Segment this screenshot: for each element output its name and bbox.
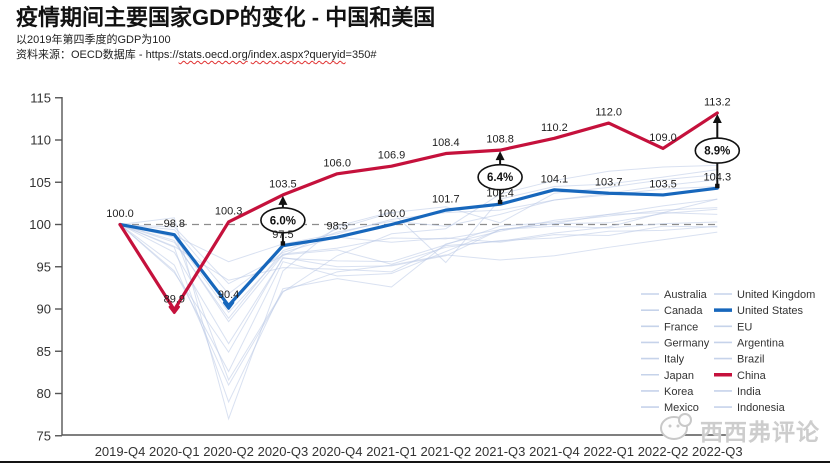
chat-bubble-icon — [658, 411, 698, 448]
gap-badge — [477, 163, 523, 191]
y-tick-label: 105 — [29, 175, 51, 190]
point-label-united-states: 103.5 — [649, 178, 677, 190]
point-label-united-states: 101.7 — [432, 194, 460, 206]
legend-label-brazil: Brazil — [737, 354, 765, 366]
x-tick-label: 2022-Q1 — [583, 444, 634, 459]
bg-line-japan — [119, 224, 718, 295]
legend-label-united-kingdom: United Kingdom — [737, 289, 815, 301]
gap-arrow-head — [712, 113, 722, 123]
point-label-china: 106.9 — [378, 150, 406, 162]
bg-line-brazil — [119, 198, 718, 314]
point-label-united-states: 103.7 — [595, 177, 623, 189]
gap-arrow-head — [278, 195, 288, 205]
gap-badge — [260, 206, 306, 234]
legend-label-india: India — [737, 386, 762, 398]
legend-label-australia: Australia — [664, 289, 708, 301]
bg-line-mexico — [119, 224, 718, 382]
point-label-united-states: 100.0 — [378, 208, 406, 220]
bg-line-india — [119, 169, 718, 421]
legend-label-japan: Japan — [664, 370, 694, 382]
gap-badge-label: 6.0% — [270, 215, 296, 227]
gap-arrow-base — [497, 199, 503, 205]
watermark: 西西弗评论 — [658, 411, 820, 448]
legend-label-united-states: United States — [737, 305, 804, 317]
bg-line-eu — [119, 207, 718, 345]
point-label-united-states: 104.1 — [541, 173, 569, 185]
x-tick-label: 2021-Q2 — [421, 444, 472, 459]
legend-label-eu: EU — [737, 321, 752, 333]
y-tick-label: 85 — [37, 344, 51, 359]
gap-arrow-base — [715, 183, 720, 189]
x-tick-label: 2022-Q2 — [638, 444, 689, 459]
x-tick-label: 2019-Q4 — [95, 444, 146, 459]
source-line: 资料来源：OECD数据库 - https://stats.oecd.org/in… — [16, 49, 435, 62]
y-tick-label: 90 — [37, 302, 51, 317]
y-tick-label: 95 — [37, 259, 51, 274]
point-label-china: 108.4 — [432, 137, 460, 149]
point-label-china: 106.0 — [323, 157, 351, 169]
point-label-united-states: 98.5 — [326, 221, 347, 233]
point-label-china: 103.5 — [269, 178, 297, 190]
point-label-china: 112.0 — [595, 107, 622, 119]
legend-label-italy: Italy — [664, 354, 685, 366]
x-tick-label: 2021-Q1 — [366, 444, 417, 459]
point-label-united-states: 104.3 — [704, 172, 732, 184]
gap-badge-label: 6.4% — [487, 172, 513, 184]
point-label-china: 100.3 — [215, 205, 243, 217]
bg-line-germany — [119, 224, 718, 323]
legend-label-germany: Germany — [664, 337, 710, 349]
legend-label-france: France — [664, 321, 698, 333]
point-label-united-states: 97.5 — [272, 229, 293, 241]
point-label-china: 110.2 — [541, 122, 568, 134]
legend-label-korea: Korea — [664, 386, 694, 398]
chart-subtitle: 以2019年第四季度的GDP为100 — [16, 34, 171, 46]
point-label-china: 89.9 — [164, 293, 185, 305]
y-tick-label: 110 — [30, 133, 51, 148]
point-label-china: 108.8 — [486, 134, 514, 146]
chart-header: 疫情期间主要国家GDP的变化 - 中国和美国 以2019年第四季度的GDP为10… — [16, 5, 435, 62]
source-prefix: 资料来源：OECD数据库 - — [16, 49, 146, 61]
gap-badge-label: 8.9% — [704, 146, 730, 158]
x-tick-label: 2020-Q4 — [312, 444, 363, 459]
gap-arrow-base — [280, 241, 286, 246]
legend-label-argentina: Argentina — [737, 337, 785, 349]
x-tick-label: 2020-Q3 — [258, 444, 309, 459]
bg-line-indonesia — [119, 198, 718, 281]
bg-line-france — [119, 221, 718, 354]
point-label-china: 100.0 — [106, 208, 134, 220]
china-line — [118, 111, 719, 312]
x-tick-label: 2020-Q1 — [149, 444, 200, 459]
gap-badge — [694, 137, 741, 164]
point-label-china: 109.0 — [649, 132, 677, 144]
y-tick-label: 115 — [30, 90, 51, 105]
legend-label-indonesia: Indonesia — [737, 402, 786, 414]
source-url[interactable]: https://stats.oecd.org/index.aspx?queryi… — [145, 49, 377, 61]
bottom-divider — [0, 461, 830, 463]
gap-arrow-head — [495, 151, 505, 161]
x-tick-label: 2021-Q4 — [529, 444, 580, 459]
united-states-line — [118, 186, 719, 308]
point-label-united-states: 98.8 — [164, 218, 185, 230]
watermark-text: 西西弗评论 — [700, 418, 820, 445]
point-label-united-states: 90.4 — [218, 289, 239, 301]
bg-line-united-kingdom — [119, 212, 718, 404]
page-title: 疫情期间主要国家GDP的变化 - 中国和美国 — [16, 5, 436, 30]
legend-label-mexico: Mexico — [664, 402, 699, 414]
legend-label-china: China — [737, 370, 767, 382]
bg-line-canada — [119, 179, 718, 320]
x-tick-label: 2022-Q3 — [692, 444, 743, 459]
dip-chevron-china — [168, 305, 181, 315]
x-tick-label: 2020-Q2 — [203, 444, 254, 459]
point-label-united-states: 102.4 — [486, 188, 514, 200]
y-tick-label: 80 — [37, 386, 51, 401]
legend-label-canada: Canada — [664, 305, 703, 317]
point-label-china: 113.2 — [704, 96, 731, 108]
x-tick-label: 2021-Q3 — [475, 444, 526, 459]
dip-chevron-united-states — [222, 301, 235, 310]
y-tick-label: 75 — [37, 428, 51, 443]
y-tick-label: 100 — [29, 217, 51, 232]
bg-line-argentina — [119, 164, 718, 387]
